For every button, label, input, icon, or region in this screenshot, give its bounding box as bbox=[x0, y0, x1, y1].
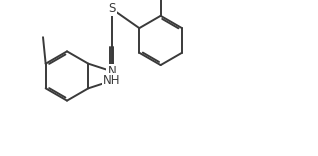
Text: N: N bbox=[107, 65, 116, 78]
Text: S: S bbox=[108, 2, 115, 15]
Text: NH: NH bbox=[103, 74, 121, 87]
